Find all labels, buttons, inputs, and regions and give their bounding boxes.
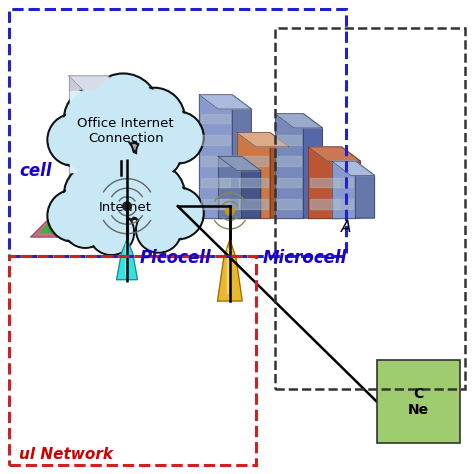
Circle shape [91,76,156,142]
Circle shape [226,207,234,215]
Polygon shape [341,147,360,218]
Polygon shape [201,114,230,123]
Polygon shape [277,178,301,187]
Polygon shape [332,161,356,218]
Circle shape [152,111,204,164]
Polygon shape [69,76,135,114]
Polygon shape [201,199,230,209]
Polygon shape [239,178,268,187]
Polygon shape [308,147,341,218]
Text: cell: cell [19,162,52,180]
Circle shape [64,164,126,225]
Polygon shape [70,137,106,149]
Text: Picocell: Picocell [140,249,211,267]
Circle shape [47,190,100,242]
Circle shape [64,88,126,149]
Polygon shape [40,218,73,232]
Circle shape [123,164,185,225]
Polygon shape [308,147,360,161]
Circle shape [88,73,159,145]
Text: ul Network: ul Network [19,447,113,462]
Circle shape [88,149,159,220]
Polygon shape [218,239,242,301]
Circle shape [126,166,182,223]
Circle shape [64,204,106,246]
Polygon shape [69,76,107,209]
Polygon shape [201,178,230,187]
Polygon shape [31,209,145,237]
Polygon shape [201,156,230,166]
Polygon shape [277,135,301,145]
Polygon shape [239,156,268,166]
Polygon shape [277,199,301,209]
Polygon shape [275,114,322,128]
Polygon shape [201,135,230,145]
Circle shape [154,113,202,162]
Polygon shape [242,156,261,218]
Polygon shape [303,114,322,218]
Polygon shape [310,178,339,187]
Circle shape [138,209,180,251]
Polygon shape [237,133,289,147]
Polygon shape [232,95,251,218]
Circle shape [123,88,185,149]
Polygon shape [218,156,261,171]
Text: C
Ne: C Ne [408,387,429,417]
Polygon shape [277,156,301,166]
Polygon shape [70,182,106,194]
Circle shape [123,202,131,210]
Polygon shape [239,199,268,209]
Polygon shape [117,239,137,280]
Polygon shape [275,114,303,218]
Circle shape [91,152,156,218]
Polygon shape [218,156,242,218]
Circle shape [66,166,123,223]
Circle shape [64,128,106,170]
Polygon shape [332,161,374,175]
Circle shape [89,134,134,179]
Text: A: A [341,220,351,235]
Circle shape [152,187,204,239]
Polygon shape [70,160,106,172]
Circle shape [154,189,202,237]
Circle shape [63,127,108,172]
Polygon shape [237,133,270,218]
Polygon shape [199,95,251,109]
Circle shape [91,211,132,253]
Polygon shape [70,114,106,126]
Circle shape [89,210,134,255]
Polygon shape [107,76,135,209]
Polygon shape [199,95,232,218]
Text: Internet: Internet [99,201,152,214]
Polygon shape [220,178,239,187]
Text: Microcell: Microcell [263,249,347,267]
Polygon shape [220,199,239,209]
Circle shape [91,136,132,177]
Circle shape [49,116,98,164]
Polygon shape [270,133,289,218]
Circle shape [136,207,182,253]
Polygon shape [70,91,106,103]
Text: Office Internet
Connection: Office Internet Connection [77,117,174,146]
Circle shape [47,114,100,166]
Polygon shape [334,199,353,209]
Circle shape [138,133,180,175]
Circle shape [63,202,108,248]
Circle shape [66,90,123,147]
Polygon shape [310,199,339,209]
Circle shape [49,191,98,240]
Polygon shape [356,161,374,218]
Circle shape [126,90,182,147]
Polygon shape [334,178,353,187]
FancyBboxPatch shape [377,360,460,443]
Circle shape [136,131,182,177]
